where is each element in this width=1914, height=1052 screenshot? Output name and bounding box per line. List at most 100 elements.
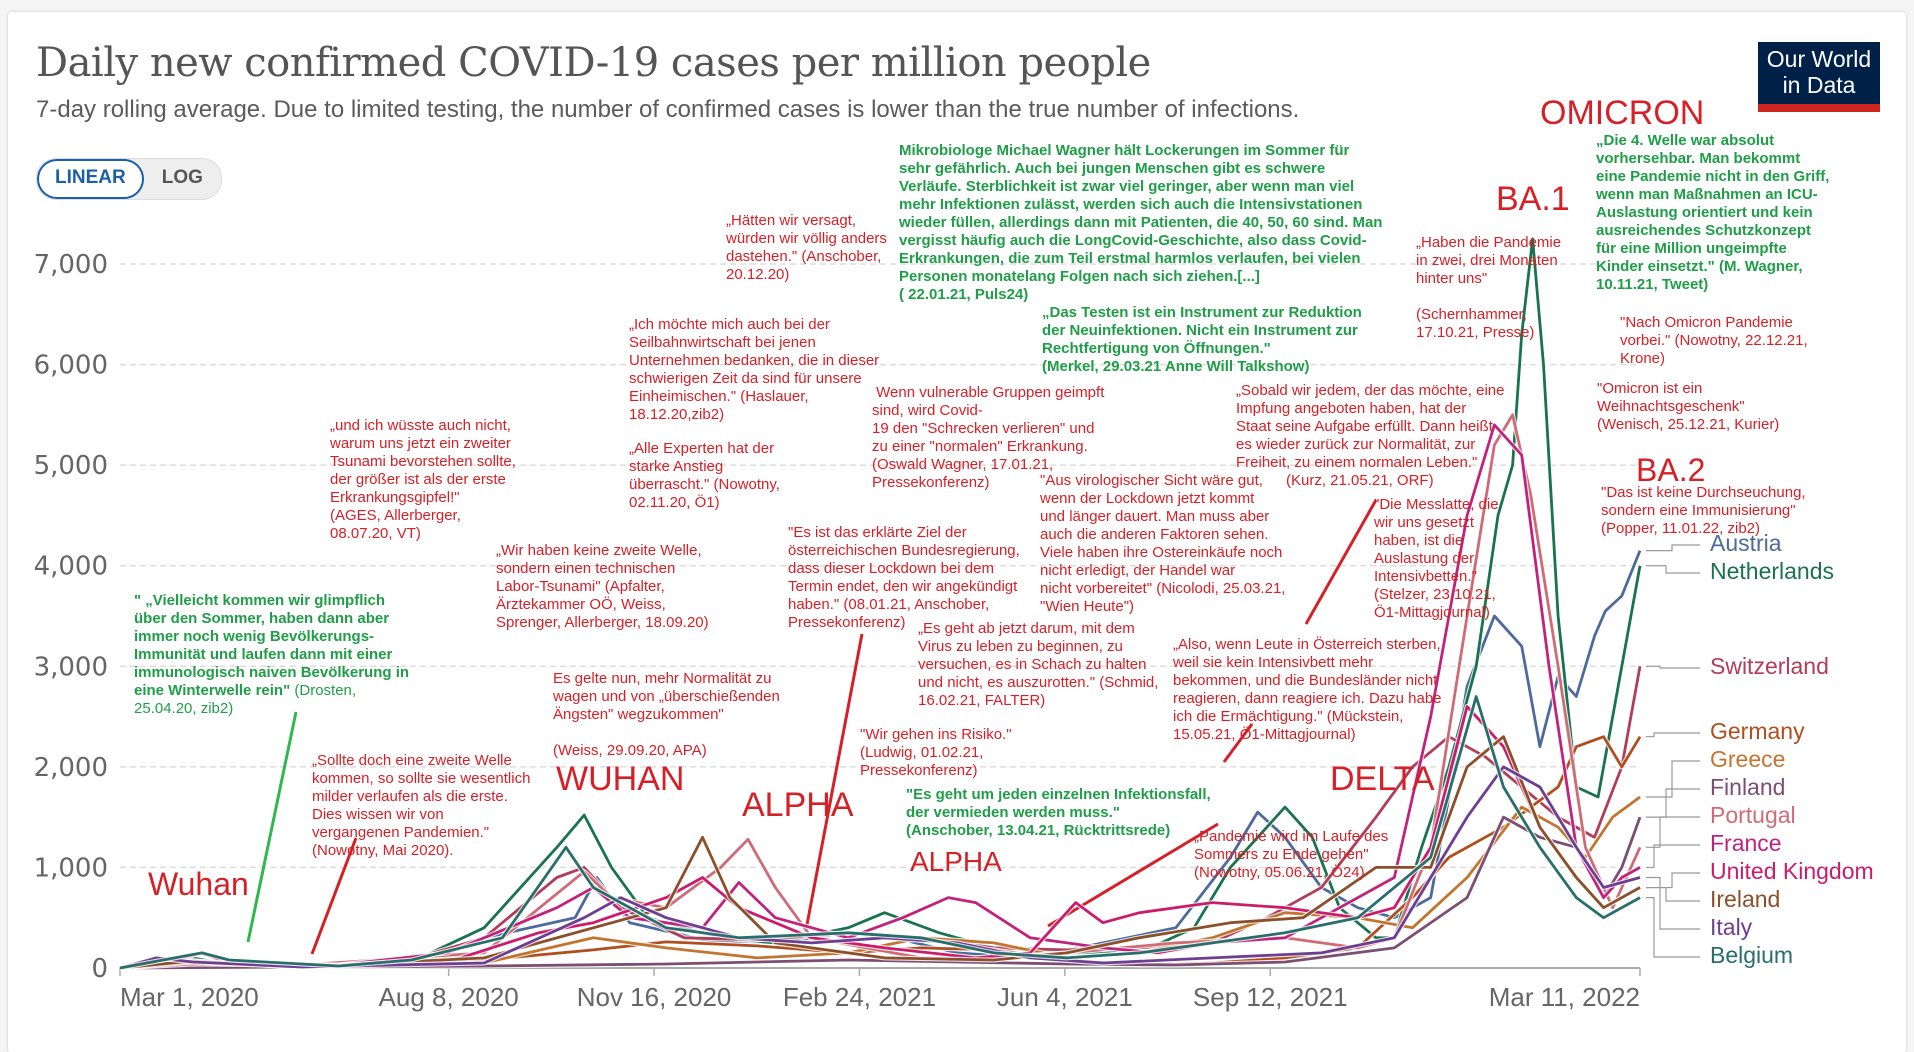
x-axis: Mar 1, 2020 Aug 8, 2020 Nov 16, 2020 Feb 24… [119,967,1641,1012]
owid-logo[interactable]: Our World in Data [1758,42,1880,112]
legend-connectors [1646,544,1700,958]
legend-connector [1646,665,1700,669]
y-tick-label: 6,000 [34,351,108,381]
legend-connector [1646,876,1700,930]
annotation-anschober-dec: „Hätten wir versagt, würden wir völlig a… [726,212,887,283]
annotation-wenisch: "Omicron ist ein Weihnachtsgeschenk" (We… [1597,380,1780,433]
legend-label-belgium[interactable]: Belgium [1710,942,1794,968]
legend-label-netherlands[interactable]: Netherlands [1710,558,1835,584]
legend-connector [1646,886,1700,902]
x-tick-label: Feb 24, 2021 [783,982,936,1012]
legend-connector [1646,544,1700,552]
legend-label-germany[interactable]: Germany [1710,718,1805,744]
annotation-pointer-line [1222,723,1254,763]
x-tick-label: Nov 16, 2020 [577,982,732,1012]
annotation-pointer-line [246,711,298,943]
y-tick-label: 1,000 [34,853,108,883]
x-tick-label: Mar 1, 2020 [120,982,259,1012]
x-tick-label: Sep 12, 2021 [1193,982,1348,1012]
y-tick-label: 0 [91,954,108,984]
annotation-mueckstein: „Also, wenn Leute in Österreich sterben,… [1173,636,1442,743]
annotation-oswald-wagner: Wenn vulnerable Gruppen geimpft sind, wi… [872,384,1105,491]
y-tick-label: 7,000 [34,250,108,280]
x-tick-label: Jun 4, 2021 [997,982,1133,1012]
annotation-drosten: " „Vielleicht kommen wir glimpflich über… [134,592,409,718]
series-lines [119,236,1643,971]
x-tick-label: Aug 8, 2020 [379,982,519,1012]
legend-connector [1646,788,1700,818]
annotation-drosten-source: (Drosten, 25.04.20, zib2) [134,682,357,717]
chart-title: Daily new confirmed COVID-19 cases per m… [36,40,1151,86]
series-line-switzerland [119,666,1642,970]
variant-label-alpha-2: ALPHA [910,846,1002,877]
annotation-wagner-jan: Mikrobiologe Michael Wagner hält Lockeru… [899,142,1383,303]
variant-label-omicron: OMICRON [1540,94,1705,132]
legend-label-austria[interactable]: Austria [1710,530,1782,556]
annotation-merkel: „Das Testen ist ein Instrument zur Reduk… [1042,304,1362,375]
legend-connector [1646,844,1700,869]
annotation-pointer-line [1304,499,1378,625]
annotation-nowotny-nov: „Alle Experten hat der starke Anstieg üb… [629,440,780,511]
annotation-weiss: Es gelte nun, mehr Normalität zu wagen u… [553,670,780,759]
annotation-schmid: „Es geht ab jetzt darum, mit dem Virus z… [918,620,1159,709]
annotation-drosten-quote: " „Vielleicht kommen wir glimpflich über… [134,592,410,699]
variant-label-ba2: BA.2 [1636,452,1706,488]
legend-label-united-kingdom[interactable]: United Kingdom [1710,858,1874,884]
annotation-nowotny-jun: „Pandemie wird im Laufe des Sommers zu E… [1194,828,1389,881]
annotation-wagner-nov: „Die 4. Welle war absolut vorhersehbar. … [1596,132,1830,293]
annotation-apfalter: „Wir haben keine zweite Welle, sondern e… [496,542,709,631]
legend-connector [1646,760,1700,798]
variant-label-delta: DELTA [1330,760,1435,798]
logo-red-bar [1758,104,1880,112]
annotation-schernhammer: „Haben die Pandemie in zwei, drei Monate… [1416,234,1562,341]
legend-connector [1646,816,1700,848]
grid-lines [120,263,1640,869]
variant-label-alpha-1: ALPHA [742,786,854,824]
legend-label-ireland[interactable]: Ireland [1710,886,1781,912]
legend-label-france[interactable]: France [1710,830,1782,856]
chart-subtitle: 7-day rolling average. Due to limited te… [36,96,1300,123]
series-line-belgium [119,695,1641,970]
annotation-ludwig: "Wir gehen ins Risiko." (Ludwig, 01.02.2… [860,726,1012,779]
legend-label-switzerland[interactable]: Switzerland [1710,653,1829,679]
legend-connector [1646,732,1700,738]
annotation-pointer-line [310,837,358,955]
log-scale-button[interactable]: LOG [161,167,203,188]
annotation-anschober-apr: "Es geht um jeden einzelnen Infektionsfa… [906,786,1211,839]
annotation-allerberger: „und ich wüsste auch nicht, warum uns je… [330,417,516,542]
y-tick-label: 2,000 [34,753,108,783]
annotation-nowotny-dec: "Nach Omicron Pandemie vorbei." (Nowotny… [1620,314,1808,367]
annotation-stelzer: "Die Messlatte, die wir uns gesetzt habe… [1374,496,1499,621]
scale-toggle: LINEAR LOG [36,158,222,200]
annotation-kurz: „Sobald wir jedem, der das möchte, eine … [1236,382,1505,489]
legend-label-italy[interactable]: Italy [1710,914,1753,940]
annotation-nowotny-mai: „Sollte doch eine zweite Welle kommen, s… [312,752,531,859]
annotation-pointer-line [804,633,864,931]
legend-label-finland[interactable]: Finland [1710,774,1786,800]
logo-line-1: Our World [1766,46,1872,72]
annotation-popper: "Das ist keine Durchseuchung, sondern ei… [1601,484,1806,537]
annotation-pointer-line [1047,822,1219,928]
annotation-nicolodi: "Aus virologischer Sicht wäre gut, wenn … [1040,472,1286,615]
legend-connector [1646,872,1700,889]
y-tick-label: 4,000 [34,552,108,582]
x-tick-label: Mar 11, 2022 [1489,982,1640,1012]
series-line-netherlands [119,237,1642,970]
annotation-pointers [246,499,1378,955]
logo-line-2: in Data [1782,72,1856,98]
linear-scale-button[interactable]: LINEAR [37,159,144,199]
y-axis-ticks: 0 1,000 2,000 3,000 4,000 5,000 6,000 7,000 [34,250,108,984]
variant-label-ba1: BA.1 [1496,180,1570,218]
variant-label-wuhan-small: Wuhan [148,866,249,902]
legend-connector [1646,565,1700,574]
y-tick-label: 3,000 [34,652,108,682]
chart-card [8,12,1906,1052]
annotation-haslauer: „Ich möchte mich auch bei der Seilbahnwi… [629,316,880,423]
annotation-anschober-jan: "Es ist das erklärte Ziel der österreich… [788,524,1020,631]
legend-label-portugal[interactable]: Portugal [1710,802,1796,828]
legend-label-greece[interactable]: Greece [1710,746,1786,772]
legend-connector [1646,896,1700,958]
y-tick-label: 5,000 [34,451,108,481]
variant-label-wuhan: WUHAN [556,760,685,798]
